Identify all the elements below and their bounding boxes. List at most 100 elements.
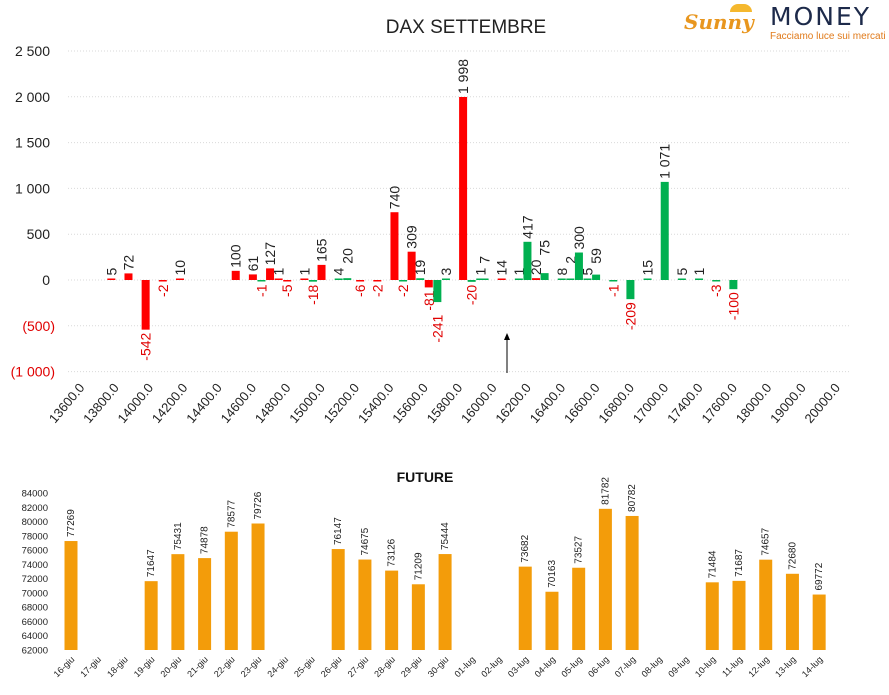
bar	[107, 278, 116, 280]
future-bar	[812, 594, 826, 650]
bar	[677, 278, 686, 280]
bar-data-label: 4	[331, 268, 347, 276]
bar	[390, 212, 399, 280]
future-data-label: 71647	[146, 549, 157, 577]
y-tick-label: 80000	[22, 517, 48, 528]
bar	[158, 280, 167, 282]
x-tick-label: 15400.0	[355, 380, 397, 426]
bar-data-label: -1	[253, 284, 269, 297]
x-tick-label: 19-giu	[132, 654, 157, 679]
x-tick-label: 16-giu	[52, 654, 77, 679]
bar	[540, 273, 549, 280]
x-tick-label: 14400.0	[183, 380, 225, 426]
bar	[231, 270, 240, 280]
y-tick-label: (1 000)	[11, 364, 55, 380]
y-tick-label: 72000	[22, 574, 48, 585]
future-data-label: 76147	[333, 517, 344, 545]
bar-data-label: 417	[519, 215, 535, 239]
bar	[574, 252, 583, 280]
future-bar	[358, 559, 372, 650]
x-tick-label: 14800.0	[252, 380, 294, 426]
y-tick-label: 1 500	[15, 135, 50, 151]
future-bar	[545, 591, 559, 650]
y-tick-label: 2 500	[15, 43, 50, 59]
future-data-label: 81782	[600, 477, 611, 505]
x-tick-label: 18-giu	[105, 654, 130, 679]
x-tick-label: 15800.0	[424, 380, 466, 426]
bar-data-label: -81	[421, 290, 437, 310]
bar	[317, 264, 326, 280]
future-bar	[411, 584, 425, 650]
future-bar	[144, 581, 158, 650]
bar-data-label: 1	[271, 268, 287, 276]
bar-data-label: 1	[511, 268, 527, 276]
bar	[343, 278, 352, 280]
bar	[416, 278, 425, 280]
bar-data-label: 5	[580, 268, 596, 276]
x-tick-label: 03-lug	[506, 654, 531, 679]
future-bar	[438, 554, 452, 650]
bar	[497, 278, 506, 280]
x-tick-label: 17400.0	[664, 380, 706, 426]
bar-data-label: 165	[314, 238, 330, 262]
bar	[283, 280, 292, 282]
future-bar	[572, 567, 586, 650]
x-tick-label: 02-lug	[479, 654, 504, 679]
future-data-label: 71484	[707, 550, 718, 578]
x-tick-label: 14-lug	[800, 654, 825, 679]
future-bar	[705, 582, 719, 650]
bar	[592, 274, 601, 280]
x-tick-label: 20-giu	[159, 654, 184, 679]
bar	[124, 273, 133, 280]
x-tick-label: 17600.0	[698, 380, 740, 426]
y-tick-label: 70000	[22, 588, 48, 599]
bar-data-label: 1	[296, 268, 312, 276]
y-tick-label: 84000	[22, 489, 48, 500]
bar-data-label: 7	[477, 256, 493, 264]
y-tick-label: 2 000	[15, 89, 50, 105]
future-data-label: 73527	[574, 535, 585, 563]
future-data-label: 74675	[360, 527, 371, 555]
future-data-label: 74657	[761, 527, 772, 555]
bar	[141, 280, 150, 330]
future-data-label: 73126	[387, 538, 398, 566]
bar	[407, 251, 416, 280]
bar	[566, 278, 575, 280]
bar	[257, 280, 266, 282]
bar	[712, 280, 721, 282]
bar	[274, 278, 283, 280]
logo-sunny: Sunny	[684, 10, 754, 34]
x-tick-label: 12-lug	[746, 654, 771, 679]
y-tick-label: 68000	[22, 603, 48, 614]
y-tick-label: 62000	[22, 646, 48, 657]
bar-data-label: -1	[605, 284, 621, 297]
future-data-label: 74878	[200, 526, 211, 554]
bar-data-label: 15	[640, 260, 656, 276]
x-tick-label: 08-lug	[639, 654, 664, 679]
sunny-money-logo: Sunny MONEY Facciamo luce sui mercati	[684, 4, 886, 44]
bar-data-label: 5	[674, 268, 690, 276]
future-data-label: 80782	[627, 484, 638, 512]
bar	[266, 268, 275, 280]
bar	[433, 280, 442, 303]
future-data-label: 75431	[173, 522, 184, 550]
future-bar	[224, 531, 238, 650]
future-data-label: 72680	[787, 542, 798, 570]
x-tick-label: 13-lug	[773, 654, 798, 679]
x-tick-label: 23-giu	[239, 654, 264, 679]
bar	[424, 280, 433, 288]
bar	[356, 280, 365, 282]
x-tick-label: 04-lug	[533, 654, 558, 679]
bar-data-label: -2	[395, 284, 411, 297]
bar-data-label: -2	[369, 284, 385, 297]
bar-data-label: 127	[262, 242, 278, 266]
bar	[523, 241, 532, 280]
future-bar	[385, 570, 399, 650]
bar-data-label: 59	[588, 248, 604, 264]
x-tick-label: 10-lug	[693, 654, 718, 679]
x-tick-label: 16600.0	[561, 380, 603, 426]
x-tick-label: 30-giu	[426, 654, 451, 679]
x-tick-label: 17000.0	[630, 380, 672, 426]
x-tick-label: 28-giu	[372, 654, 397, 679]
bar-data-label: 1 998	[455, 59, 471, 94]
